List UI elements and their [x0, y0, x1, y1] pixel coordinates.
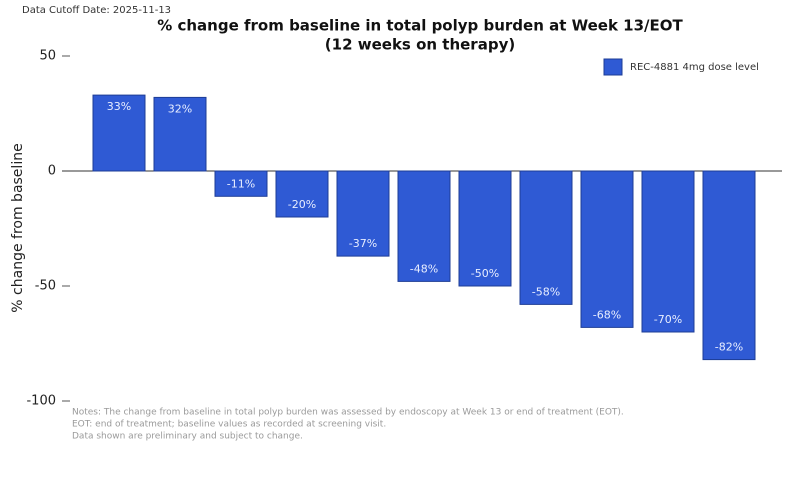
value-label: -20% [288, 198, 316, 211]
bar [153, 96, 207, 172]
y-tick-label: 0 [48, 164, 56, 179]
bar [641, 170, 695, 333]
y-tick-label: 50 [39, 49, 56, 64]
bar [336, 170, 390, 257]
y-tick-label: -100 [26, 394, 56, 409]
bar [214, 170, 268, 197]
bar [275, 170, 329, 218]
footnote: Notes: The change from baseline in total… [72, 408, 624, 418]
value-label: -50% [471, 267, 499, 280]
footnote: Data shown are preliminary and subject t… [72, 432, 303, 442]
bar [519, 170, 573, 305]
value-label: -70% [654, 313, 682, 326]
bar [580, 170, 634, 328]
chart-title: % change from baseline in total polyp bu… [157, 17, 683, 35]
y-tick-label: -50 [35, 279, 56, 294]
y-axis-label: % change from baseline [10, 143, 26, 312]
legend-swatch [603, 58, 623, 76]
value-label: -58% [532, 285, 560, 298]
bar [458, 170, 512, 287]
footnote: EOT: end of treatment; baseline values a… [72, 420, 386, 430]
value-label: -48% [410, 262, 438, 275]
value-label: -82% [715, 341, 743, 354]
value-label: 32% [168, 102, 192, 115]
legend-label: REC-4881 4mg dose level [630, 62, 759, 73]
bar [702, 170, 756, 361]
chart-subtitle: (12 weeks on therapy) [325, 36, 515, 54]
value-label: -11% [227, 177, 255, 190]
value-label: 33% [107, 100, 131, 113]
bar [92, 94, 146, 172]
value-label: -37% [349, 237, 377, 250]
value-label: -68% [593, 308, 621, 321]
cutoff-date: Data Cutoff Date: 2025-11-13 [22, 5, 171, 16]
bar [397, 170, 451, 282]
